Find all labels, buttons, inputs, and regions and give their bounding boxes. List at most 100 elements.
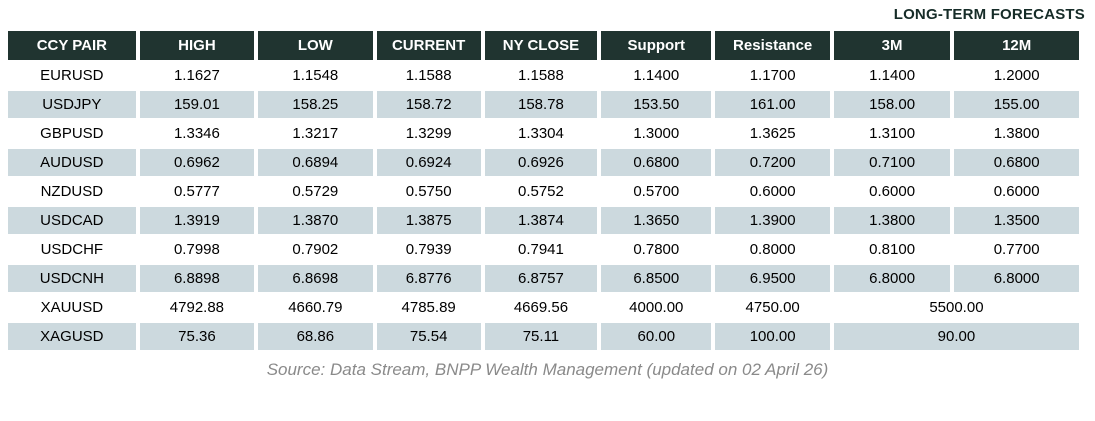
ny-close-cell: 0.5752 — [484, 178, 598, 205]
resistance-cell: 100.00 — [715, 323, 830, 350]
col-header-3m: 3M — [833, 31, 951, 60]
table-header: CCY PAIR HIGH LOW CURRENT NY CLOSE Suppo… — [8, 31, 1079, 60]
support-cell: 60.00 — [601, 323, 712, 350]
table-row-usdchf: USDCHF 0.7998 0.7902 0.7939 0.7941 0.780… — [8, 236, 1079, 263]
current-cell: 1.1588 — [376, 62, 481, 89]
support-cell: 0.7800 — [601, 236, 712, 263]
support-cell: 0.5700 — [601, 178, 712, 205]
current-cell: 0.5750 — [376, 178, 481, 205]
col-header-low: LOW — [258, 31, 373, 60]
table-row-nzdusd: NZDUSD 0.5777 0.5729 0.5750 0.5752 0.570… — [8, 178, 1079, 205]
table-row-gbpusd: GBPUSD 1.3346 1.3217 1.3299 1.3304 1.300… — [8, 120, 1079, 147]
forecast-12m-cell: 0.6000 — [954, 178, 1079, 205]
low-cell: 0.6894 — [258, 149, 373, 176]
high-cell: 1.3346 — [139, 120, 255, 147]
high-cell: 6.8898 — [139, 265, 255, 292]
high-cell: 75.36 — [139, 323, 255, 350]
current-cell: 4785.89 — [376, 294, 481, 321]
header-row: CCY PAIR HIGH LOW CURRENT NY CLOSE Suppo… — [8, 31, 1079, 60]
low-cell: 1.3870 — [258, 207, 373, 234]
ny-close-cell: 4669.56 — [484, 294, 598, 321]
support-cell: 1.1400 — [601, 62, 712, 89]
col-header-resistance: Resistance — [715, 31, 830, 60]
resistance-cell: 6.9500 — [715, 265, 830, 292]
current-cell: 6.8776 — [376, 265, 481, 292]
table-body: EURUSD 1.1627 1.1548 1.1588 1.1588 1.140… — [8, 62, 1079, 350]
low-cell: 1.1548 — [258, 62, 373, 89]
high-cell: 0.6962 — [139, 149, 255, 176]
ny-close-cell: 0.7941 — [484, 236, 598, 263]
pair-cell: XAUUSD — [8, 294, 136, 321]
source-attribution: Source: Data Stream, BNPP Wealth Managem… — [266, 360, 829, 379]
resistance-cell: 0.8000 — [715, 236, 830, 263]
forecast-3m-cell: 0.6000 — [833, 178, 951, 205]
forecast-12m-cell: 0.6800 — [954, 149, 1079, 176]
col-header-current: CURRENT — [376, 31, 481, 60]
long-term-forecasts-label: LONG-TERM FORECASTS — [893, 6, 1085, 23]
current-cell: 1.3875 — [376, 207, 481, 234]
current-cell: 158.72 — [376, 91, 481, 118]
forecast-3m-cell: 6.8000 — [833, 265, 951, 292]
low-cell: 68.86 — [258, 323, 373, 350]
current-cell: 1.3299 — [376, 120, 481, 147]
high-cell: 159.01 — [139, 91, 255, 118]
resistance-cell: 4750.00 — [715, 294, 830, 321]
low-cell: 4660.79 — [258, 294, 373, 321]
low-cell: 0.5729 — [258, 178, 373, 205]
current-cell: 0.6924 — [376, 149, 481, 176]
pair-cell: EURUSD — [8, 62, 136, 89]
col-header-ny-close: NY CLOSE — [484, 31, 598, 60]
pair-cell: USDCHF — [8, 236, 136, 263]
pair-cell: AUDUSD — [8, 149, 136, 176]
pair-cell: USDCNH — [8, 265, 136, 292]
resistance-cell: 1.1700 — [715, 62, 830, 89]
low-cell: 158.25 — [258, 91, 373, 118]
forecast-3m-cell: 0.7100 — [833, 149, 951, 176]
ny-close-cell: 1.3304 — [484, 120, 598, 147]
fx-forecast-table: CCY PAIR HIGH LOW CURRENT NY CLOSE Suppo… — [4, 29, 1083, 352]
support-cell: 153.50 — [601, 91, 712, 118]
col-header-12m: 12M — [954, 31, 1079, 60]
resistance-cell: 161.00 — [715, 91, 830, 118]
col-header-support: Support — [601, 31, 712, 60]
forecast-3m-12m-merged-cell: 5500.00 — [833, 294, 1079, 321]
support-cell: 1.3000 — [601, 120, 712, 147]
table-row-eurusd: EURUSD 1.1627 1.1548 1.1588 1.1588 1.140… — [8, 62, 1079, 89]
forecast-12m-cell: 0.7700 — [954, 236, 1079, 263]
ny-close-cell: 1.1588 — [484, 62, 598, 89]
current-cell: 0.7939 — [376, 236, 481, 263]
high-cell: 4792.88 — [139, 294, 255, 321]
low-cell: 6.8698 — [258, 265, 373, 292]
ny-close-cell: 158.78 — [484, 91, 598, 118]
high-cell: 0.7998 — [139, 236, 255, 263]
support-cell: 6.8500 — [601, 265, 712, 292]
high-cell: 0.5777 — [139, 178, 255, 205]
forecast-3m-cell: 158.00 — [833, 91, 951, 118]
table-row-xagusd: XAGUSD 75.36 68.86 75.54 75.11 60.00 100… — [8, 323, 1079, 350]
pair-cell: USDJPY — [8, 91, 136, 118]
resistance-cell: 0.7200 — [715, 149, 830, 176]
pair-cell: USDCAD — [8, 207, 136, 234]
col-header-high: HIGH — [139, 31, 255, 60]
forecast-3m-cell: 1.3100 — [833, 120, 951, 147]
ny-close-cell: 6.8757 — [484, 265, 598, 292]
table-row-usdcnh: USDCNH 6.8898 6.8698 6.8776 6.8757 6.850… — [8, 265, 1079, 292]
current-cell: 75.54 — [376, 323, 481, 350]
ny-close-cell: 0.6926 — [484, 149, 598, 176]
table-row-usdcad: USDCAD 1.3919 1.3870 1.3875 1.3874 1.365… — [8, 207, 1079, 234]
forecast-3m-cell: 1.3800 — [833, 207, 951, 234]
high-cell: 1.3919 — [139, 207, 255, 234]
ny-close-cell: 75.11 — [484, 323, 598, 350]
low-cell: 0.7902 — [258, 236, 373, 263]
low-cell: 1.3217 — [258, 120, 373, 147]
forecast-12m-cell: 1.2000 — [954, 62, 1079, 89]
pair-cell: NZDUSD — [8, 178, 136, 205]
pair-cell: XAGUSD — [8, 323, 136, 350]
high-cell: 1.1627 — [139, 62, 255, 89]
forecast-12m-cell: 6.8000 — [954, 265, 1079, 292]
forecast-3m-cell: 0.8100 — [833, 236, 951, 263]
resistance-cell: 0.6000 — [715, 178, 830, 205]
table-row-usdjpy: USDJPY 159.01 158.25 158.72 158.78 153.5… — [8, 91, 1079, 118]
table-row-xauusd: XAUUSD 4792.88 4660.79 4785.89 4669.56 4… — [8, 294, 1079, 321]
